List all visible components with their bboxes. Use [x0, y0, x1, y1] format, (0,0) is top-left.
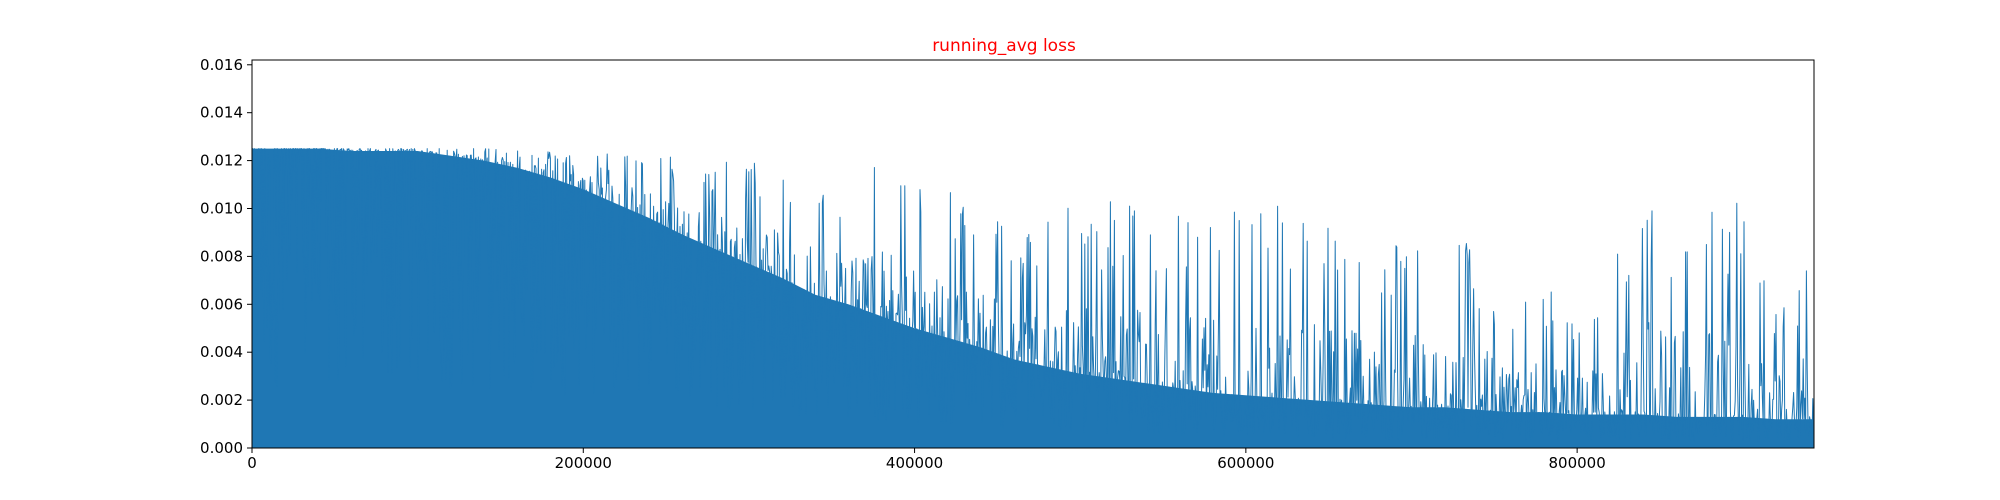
series-line: [251, 148, 1815, 443]
x-tick-label: 200000: [555, 454, 612, 472]
x-tick-label: 600000: [1217, 454, 1274, 472]
y-tick-label: 0.004: [200, 343, 243, 361]
x-tick-label: 0: [247, 454, 257, 472]
plot-data: [251, 148, 1815, 448]
y-tick-label: 0.000: [200, 439, 243, 457]
y-tick-label: 0.012: [200, 152, 243, 170]
y-tick-label: 0.010: [200, 199, 243, 217]
y-tick-label: 0.014: [200, 104, 243, 122]
y-tick-label: 0.002: [200, 391, 243, 409]
plot-frame: [251, 59, 1815, 449]
y-tick-label: 0.016: [200, 56, 243, 74]
y-tick-label: 0.008: [200, 247, 243, 265]
axes: 0 200000 400000 600000 800000 0.000 0.002 0.004…: [200, 56, 1815, 472]
series-fill: [252, 148, 1814, 448]
chart-title: running_avg loss: [932, 36, 1076, 56]
y-tick-label: 0.006: [200, 295, 243, 313]
x-tick-label: 800000: [1548, 454, 1605, 472]
x-tick-label: 400000: [886, 454, 943, 472]
